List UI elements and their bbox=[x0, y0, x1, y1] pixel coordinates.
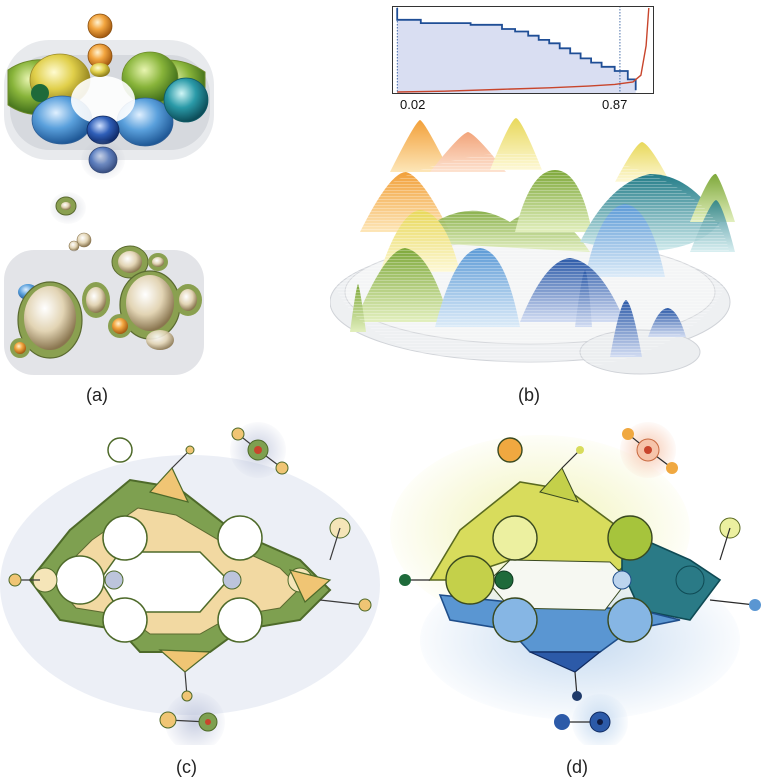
caption-b: (b) bbox=[518, 385, 540, 405]
area-under-blue-curve bbox=[397, 8, 636, 94]
panel-c-graph-figure bbox=[0, 420, 385, 745]
x-tick-label-high: 0.87 bbox=[602, 97, 628, 112]
isosurface-render bbox=[4, 13, 214, 375]
caption-d: (d) bbox=[566, 757, 588, 777]
topology-graph-render bbox=[0, 422, 380, 745]
caption-a: (a) bbox=[86, 385, 108, 405]
series-line-blue bbox=[396, 8, 637, 91]
persistence-curve-chart bbox=[392, 6, 654, 94]
panel-b-plot bbox=[392, 6, 654, 94]
chart-frame bbox=[392, 6, 654, 94]
panel-b-terrain-figure bbox=[330, 112, 740, 380]
series-line-red bbox=[397, 7, 650, 93]
terrain-landscape-render bbox=[330, 118, 735, 375]
x-tick-label-low: 0.02 bbox=[400, 97, 426, 112]
caption-c: (c) bbox=[176, 757, 197, 777]
panel-a-isosurface-figure bbox=[0, 0, 215, 380]
panel-d-graph-figure bbox=[390, 420, 768, 745]
colored-topology-graph-render bbox=[390, 422, 761, 745]
